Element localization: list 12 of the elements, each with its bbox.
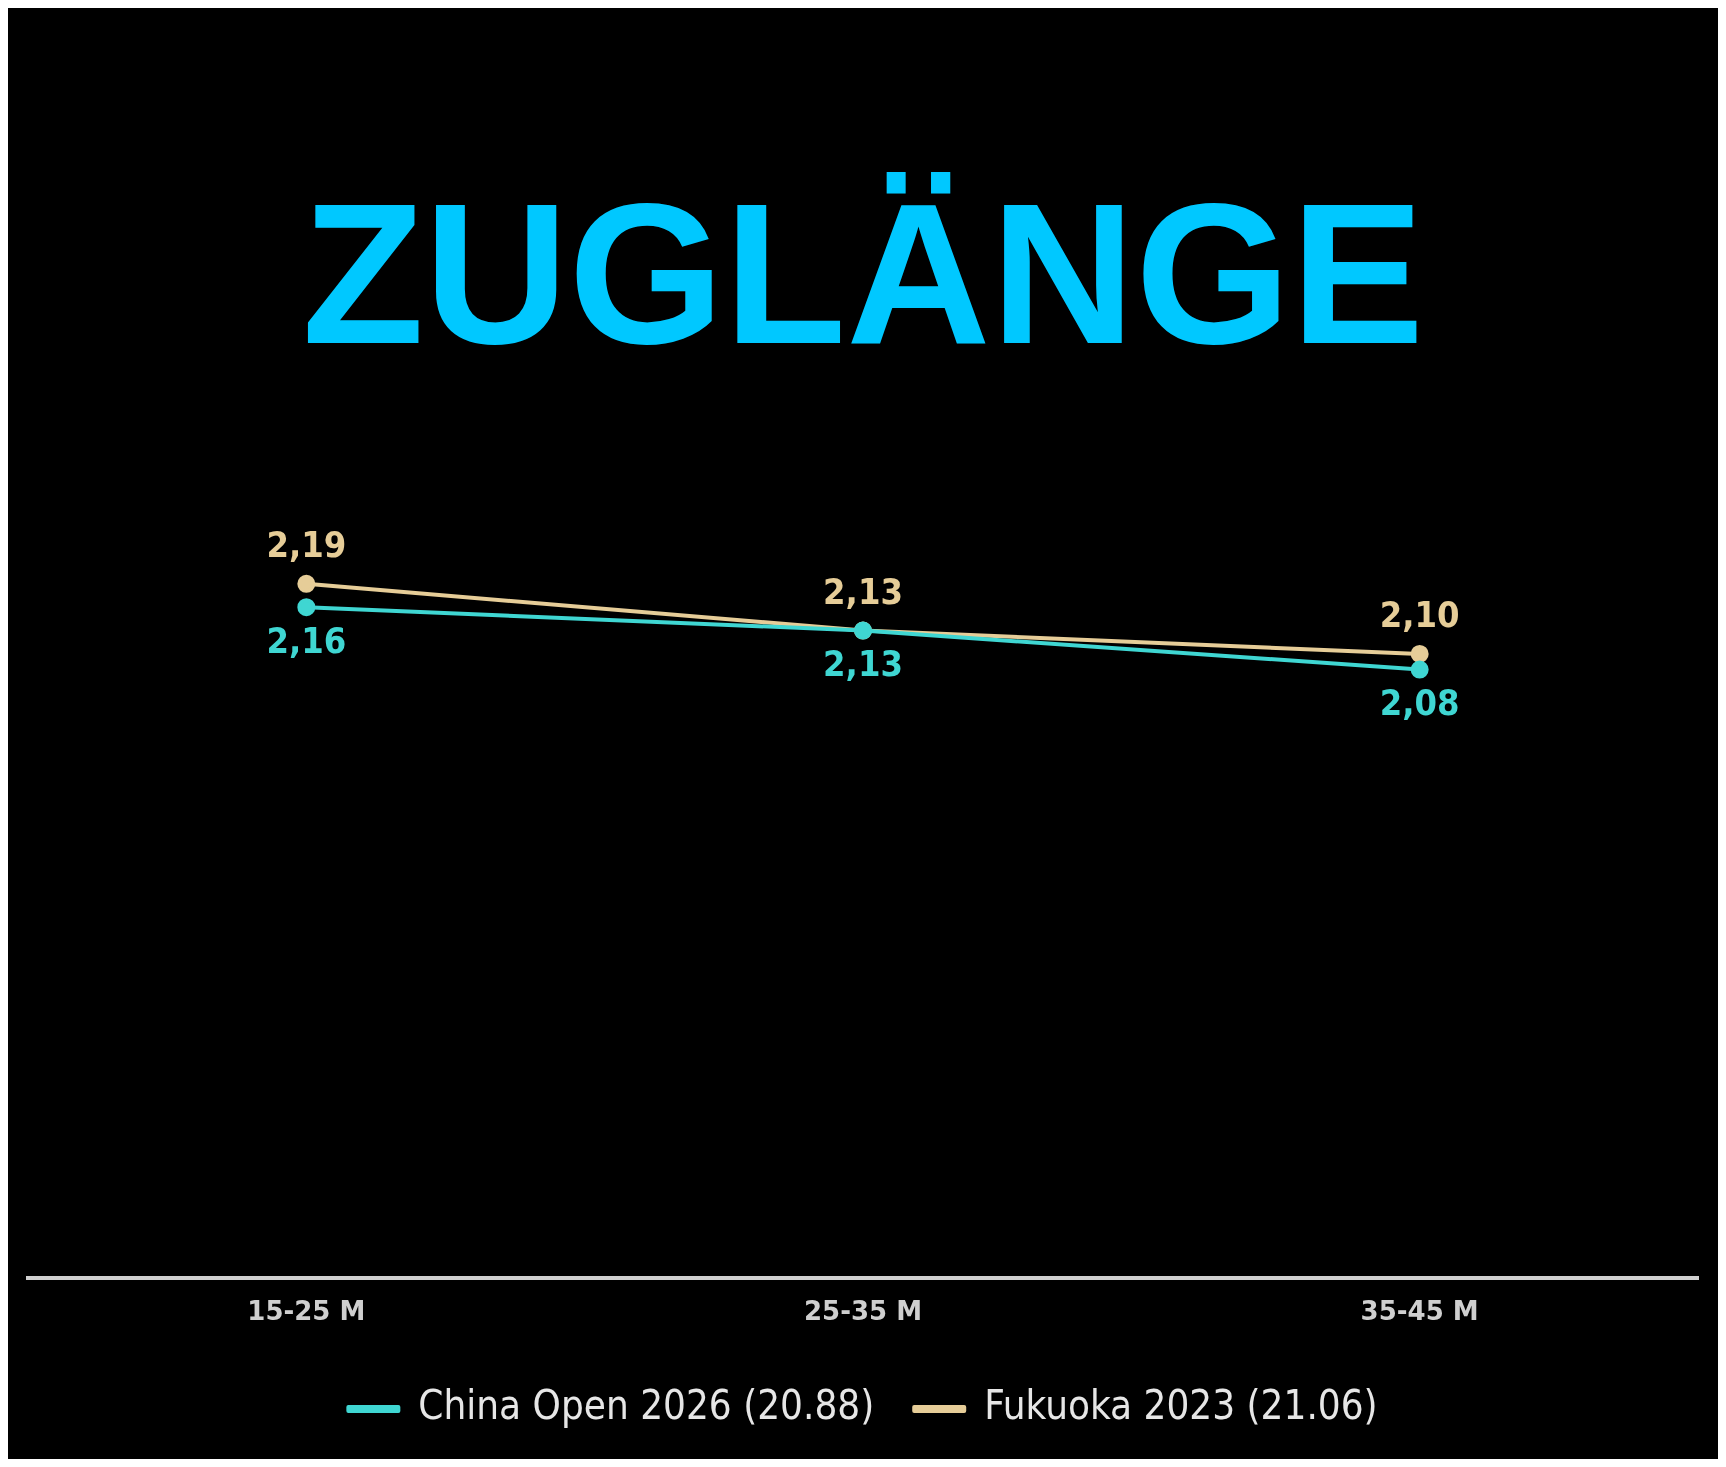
legend-label: China Open 2026 (20.88) [418, 1382, 875, 1429]
data-label: 2,13 [823, 642, 903, 684]
x-tick-label: 15-25 M [247, 1296, 366, 1327]
data-label: 2,19 [266, 524, 347, 566]
data-label: 2,10 [1379, 594, 1460, 636]
legend-label: Fukuoka 2023 (21.06) [984, 1382, 1378, 1429]
x-tick-label: 35-45 M [1360, 1296, 1479, 1327]
data-label: 2,13 [823, 570, 903, 612]
data-label: 2,08 [1379, 681, 1460, 723]
x-tick-label: 25-35 M [803, 1296, 923, 1327]
chart-title: ZUGLÄNGE [301, 162, 1425, 386]
data-label: 2,16 [266, 619, 347, 661]
